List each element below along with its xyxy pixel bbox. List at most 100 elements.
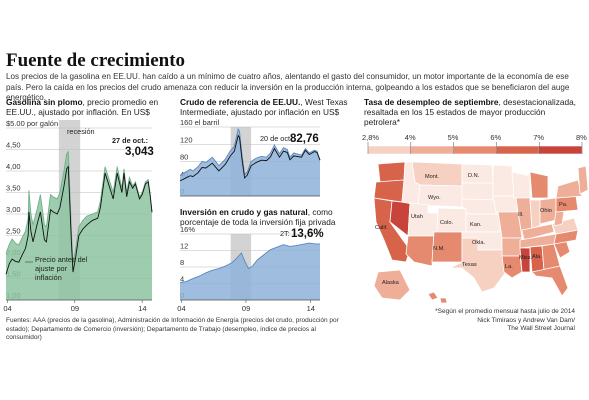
- legend-swatch: [410, 145, 454, 155]
- legend-swatch: [496, 145, 540, 155]
- legend-label: 6%: [490, 133, 501, 142]
- state-ny: [555, 179, 583, 199]
- state-label: Texas: [462, 262, 477, 268]
- state-label: Kan.: [470, 222, 482, 228]
- state-label: N.M.: [433, 246, 445, 252]
- state-label: Wyo.: [428, 195, 441, 201]
- map-labels: Mont. D.N. Wyo. Utah Colo. Kan. Okla. Calif. N.M…: [375, 173, 568, 286]
- credit-authors: Nick Timiraos y Andrew Van Dam/: [477, 316, 575, 324]
- state-ne-states: [577, 165, 589, 195]
- series-area: [6, 151, 152, 300]
- legend-label: 2,8%: [362, 133, 379, 142]
- credit-footnote: *Según el promedio mensual hasta julio d…: [435, 308, 575, 315]
- note-line: ajuste por: [35, 264, 68, 273]
- state-ky: [521, 223, 555, 241]
- x-tick-label: 09: [71, 304, 79, 313]
- legend-label: 4%: [405, 133, 416, 142]
- series-line: [179, 128, 321, 176]
- x-tick-label: 04: [177, 304, 185, 313]
- state-wi: [511, 171, 531, 199]
- state-ar: [501, 237, 523, 257]
- annotation-date: 2T:: [280, 229, 290, 238]
- y-tick-label: 120: [180, 135, 193, 144]
- x-tick-label: 09: [242, 304, 250, 313]
- legend-swatch: [538, 145, 583, 155]
- state-hi-2: [439, 297, 448, 304]
- state-label: Alaska: [382, 280, 400, 286]
- y-tick-label: 3,00: [6, 205, 21, 214]
- investment-chart: 16%128400409142T:13,6%: [177, 225, 323, 313]
- nominal-note: Precio antes del ajuste por inflación: [35, 255, 88, 282]
- investment-chart-title: Inversión en crudo y gas natural, como p…: [180, 207, 336, 227]
- state-az: [405, 235, 435, 267]
- annotation-date: 20 de oct.:: [260, 134, 294, 143]
- y-tick-label: 2,50: [6, 227, 21, 236]
- state-label: La.: [505, 264, 513, 270]
- page-title: Fuente de crecimiento: [6, 50, 186, 71]
- state-label: Miss.: [519, 255, 532, 261]
- map-title: Tasa de desempleo de septiembre, desesta…: [364, 97, 576, 127]
- note-line: Precio antes del: [35, 255, 88, 264]
- state-la: [501, 255, 523, 279]
- series-area: [180, 243, 320, 300]
- state-mn: [492, 164, 515, 197]
- state-mi: [529, 171, 549, 199]
- map-legend: 2,8% 4% 5% 6% 7% 8%: [362, 133, 587, 155]
- annotation-value: 3,043: [125, 146, 154, 158]
- legend-swatch: [453, 145, 497, 155]
- series-line-nominal: [5, 165, 153, 275]
- note-line: inflación: [35, 273, 62, 282]
- state-va: [551, 217, 579, 235]
- x-tick-label: 14: [307, 304, 315, 313]
- y-tick-label: 16%: [180, 225, 195, 234]
- oil-chart-title: Crudo de referencia de EE.UU., West Texa…: [180, 97, 348, 117]
- x-tick-label: 14: [138, 304, 146, 313]
- y-tick-label: 80: [180, 153, 188, 162]
- series-area: [180, 129, 320, 196]
- annotation-value: 82,76: [290, 133, 319, 145]
- state-sd: [461, 182, 494, 201]
- credits: *Según el promedio mensual hasta julio d…: [345, 308, 575, 334]
- y-tick-label: $5.00 por galón: [6, 119, 58, 128]
- state-label: Pa.: [559, 202, 568, 208]
- intro-text: Los precios de la gasolina en EE.UU. han…: [6, 72, 570, 102]
- legend-swatch: [367, 145, 412, 155]
- legend-label: 5%: [448, 133, 459, 142]
- state-tx: [449, 237, 507, 293]
- wti-oil-chart: 160 el barril1208040020 de oct.:82,76: [179, 118, 321, 197]
- state-label: Mont.: [425, 174, 439, 180]
- gasoline-price-chart: $5.00 por galón4,504,003,503,002,502,001…: [3, 119, 153, 313]
- y-tick-label: 4: [180, 275, 184, 284]
- state-label: Colo.: [440, 220, 454, 226]
- y-tick-label: 3,50: [6, 184, 21, 193]
- state-label: Okla.: [472, 240, 486, 246]
- state-label: D.N.: [468, 173, 480, 179]
- state-in: [529, 199, 541, 229]
- state-ne: [461, 198, 499, 215]
- state-label: Calif.: [375, 225, 388, 231]
- state-ms: [519, 247, 531, 273]
- y-tick-label: 160 el barril: [180, 118, 220, 127]
- series-line: [179, 242, 320, 284]
- series-line-nominal: [179, 134, 321, 182]
- y-tick-label: 4,50: [6, 141, 21, 150]
- credit-publication: The Wall Street Journal: [507, 325, 575, 332]
- us-map: [373, 161, 589, 304]
- x-tick-label: 04: [3, 304, 11, 313]
- state-fl: [531, 265, 569, 297]
- legend-label: 8%: [576, 133, 587, 142]
- annotation-value: 13,6%: [291, 228, 324, 240]
- state-ak: [373, 269, 411, 301]
- gas-chart-title: Gasolina sin plomo, precio promedio en E…: [6, 97, 159, 117]
- legend-label: 7%: [533, 133, 544, 142]
- state-wa: [377, 161, 406, 183]
- series-line: [5, 150, 153, 264]
- y-tick-label: 12: [180, 242, 188, 251]
- annotation-date: 27 de oct.:: [112, 136, 148, 145]
- state-label: Ill.: [518, 212, 524, 218]
- state-hi: [427, 291, 439, 301]
- recession-label: recesión: [67, 127, 95, 136]
- y-tick-label: 8: [180, 258, 184, 267]
- state-label: Ohio: [540, 208, 552, 214]
